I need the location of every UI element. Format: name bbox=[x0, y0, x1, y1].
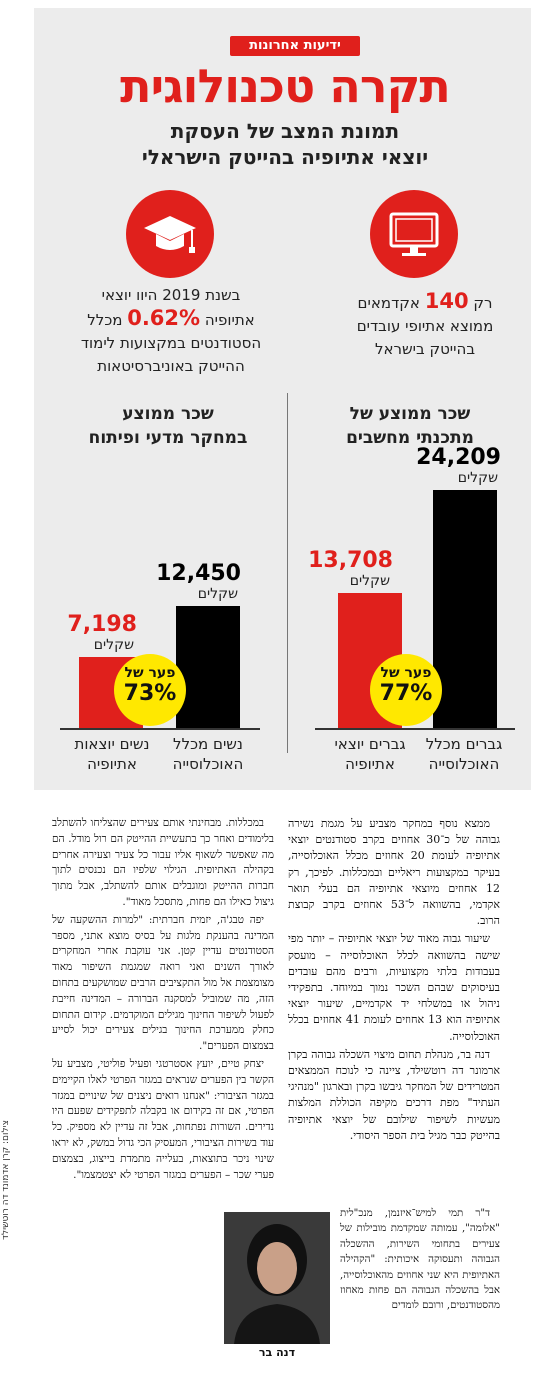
category-men-ethiopian-2: אתיופיה bbox=[345, 755, 395, 773]
article-paragraph: דנה בר, מנהלת תחום מיצוי השכלה גבוהה בקר… bbox=[288, 1047, 500, 1142]
gap-value: 73% bbox=[123, 681, 177, 706]
infographic-subtitle-line-1: תמונת המצב של העסקת bbox=[170, 119, 400, 143]
bar-unit-label: שקלים bbox=[197, 586, 238, 602]
fact-right-line-2: ממוצא אתיופי עובדים bbox=[356, 317, 494, 335]
gap-badge-left: פער של 73% bbox=[114, 654, 186, 726]
gap-badge-right: פער של 77% bbox=[370, 654, 442, 726]
article-paragraph: ממצא נוסף במחקר מצביע על מגמת נשירה גבוה… bbox=[288, 817, 500, 928]
graduation-cap-icon bbox=[126, 190, 214, 278]
portrait-photo bbox=[224, 1212, 330, 1344]
fact-right-number: 140 bbox=[424, 289, 469, 313]
gap-label: פער של bbox=[380, 665, 432, 681]
category-men-general-1: גברים מכלל bbox=[425, 735, 503, 753]
fact-left-line-1: בשנת 2019 היוו יוצאי bbox=[101, 286, 241, 304]
bar-unit-label: שקלים bbox=[457, 470, 498, 486]
bar-unit-label: שקלים bbox=[349, 573, 390, 589]
bar-value-label: 24,209 bbox=[416, 445, 501, 470]
category-women-ethiopian-2: אתיופיה bbox=[87, 755, 137, 773]
fact-left-number: 0.62% bbox=[127, 306, 201, 330]
article-paragraph: יצחק טיים, יועץ אסטרטגי ופעיל פוליטי, מצ… bbox=[52, 1057, 274, 1181]
photo-credit: צילום: קרן אדמונד דה רוטשילד bbox=[1, 1120, 11, 1240]
gap-value: 77% bbox=[379, 681, 433, 706]
category-women-ethiopian-1: נשים יוצאות bbox=[74, 735, 150, 753]
newspaper-logo: ידיעות אחרונות bbox=[230, 36, 360, 56]
fact-left-pre: אתיופיה bbox=[204, 311, 255, 329]
bar-value-label: 7,198 bbox=[67, 612, 137, 637]
infographic-subtitle-line-2: יוצאי אתיופיה בהייטק הישראלי bbox=[141, 145, 429, 169]
bar-unit-label: שקלים bbox=[93, 637, 134, 653]
fact-right: רק 140 אקדמאים ממוצא אתיופי עובדים בהייט… bbox=[320, 290, 530, 361]
chart-baseline bbox=[315, 728, 515, 730]
bar-men-general bbox=[433, 490, 497, 728]
article-paragraph: ד"ר תמי למיש־איזנמן, מנכ"לית "אלומה", עמ… bbox=[340, 1208, 500, 1312]
panel-divider bbox=[287, 393, 288, 753]
article-paragraph: במכללות. מבחינתי אותם צעירים שהצליחו להש… bbox=[52, 817, 274, 908]
photo-caption: דנה בר bbox=[258, 1346, 296, 1359]
fact-right-pre: רק bbox=[473, 294, 493, 312]
infographic-title: תקרה טכנולוגית bbox=[120, 59, 451, 113]
fact-right-line-3: בהייטק בישראל bbox=[375, 340, 475, 358]
category-women-general-1: נשים מכלל bbox=[173, 735, 243, 753]
panel-left-title-line-1: שכר ממוצע bbox=[122, 404, 214, 424]
computer-monitor-icon bbox=[370, 190, 458, 278]
chart-baseline bbox=[60, 728, 260, 730]
article-paragraph: יפה טבג'ה, יזמית חברתית: "למרות ההשקעה ש… bbox=[52, 913, 274, 1053]
panel-right-title-line-1: שכר ממוצע של bbox=[349, 404, 471, 424]
bar-value-label: 13,708 bbox=[308, 548, 393, 573]
fact-left: בשנת 2019 היוו יוצאי אתיופיה 0.62% מכלל … bbox=[66, 284, 276, 378]
article-column-right-continued: ד"ר תמי למיש־איזנמן, מנכ"לית "אלומה", עמ… bbox=[340, 1206, 500, 1316]
category-men-general-2: האוכלוסייה bbox=[428, 755, 500, 773]
panel-left-title-line-2: במחקר מדעי ופיתוח bbox=[88, 428, 248, 448]
bar-women-general bbox=[176, 606, 240, 728]
bar-value-label: 12,450 bbox=[156, 561, 241, 586]
fact-left-post: מכלל bbox=[87, 311, 123, 329]
fact-left-line-3: הסטודנטים במקצועות לימוד bbox=[80, 334, 262, 352]
article-column-left: במכללות. מבחינתי אותם צעירים שהצליחו להש… bbox=[52, 816, 274, 1185]
article-paragraph: שיעור גבוה מאוד של יוצאי אתיופיה – יותר … bbox=[288, 932, 500, 1043]
article-column-right: ממצא נוסף במחקר מצביע על מגמת נשירה גבוה… bbox=[288, 816, 500, 1146]
category-men-ethiopian-1: גברים יוצאי bbox=[334, 735, 406, 753]
category-women-general-2: האוכלוסייה bbox=[172, 755, 244, 773]
fact-right-post: אקדמאים bbox=[357, 294, 420, 312]
fact-left-line-4: ההייטק באוניברסיטאות bbox=[97, 357, 245, 375]
panel-right-title-line-2: מתכנתי מחשבים bbox=[346, 428, 474, 448]
gap-label: פער של bbox=[124, 665, 176, 681]
